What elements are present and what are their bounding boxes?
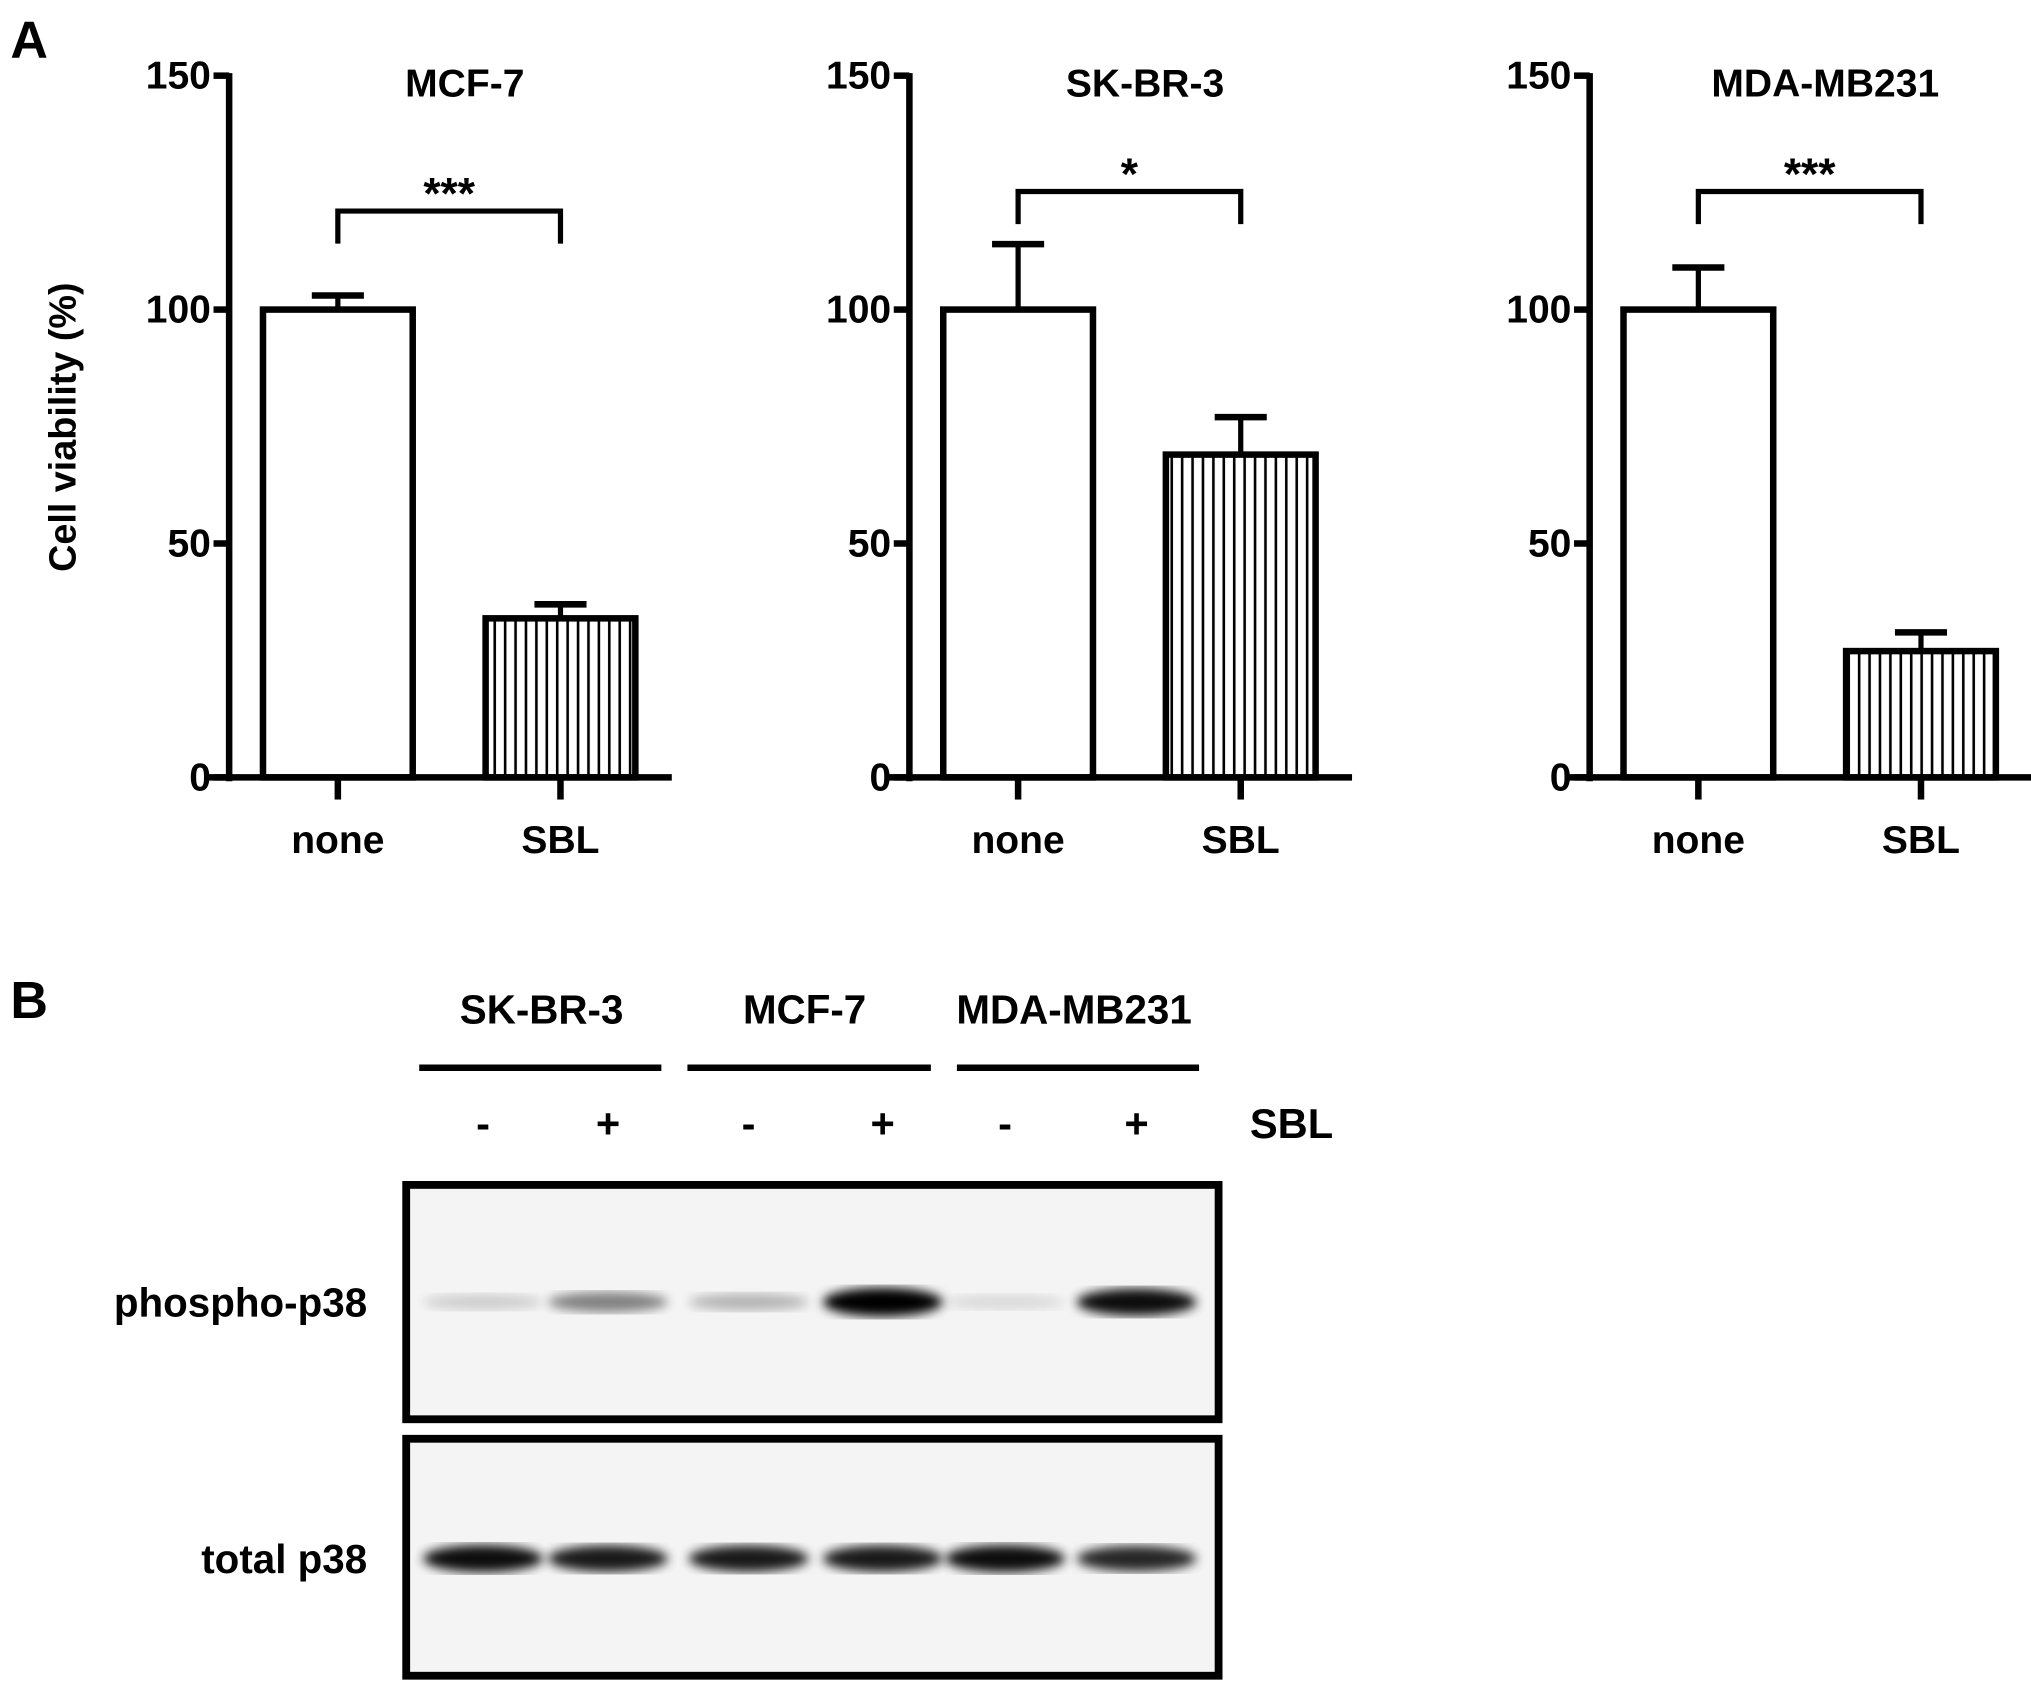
bar-none	[1620, 306, 1777, 781]
y-tick-label: 150	[1506, 55, 1571, 98]
bar-sbl	[1842, 647, 2000, 781]
treatment-label: SBL	[1250, 1100, 1333, 1147]
y-tick-label: 50	[848, 523, 891, 566]
chart-title: MCF-7	[405, 62, 524, 105]
y-tick-label: 100	[1506, 289, 1571, 332]
y-tick-label: 0	[1550, 756, 1572, 799]
y-tick-label: 50	[167, 523, 210, 566]
band	[688, 1293, 809, 1311]
blot-row-1: phospho-p38	[114, 1181, 1223, 1424]
row-label: total p38	[201, 1536, 367, 1582]
cell-line-label: MCF-7	[743, 986, 866, 1032]
y-tick-label: 100	[146, 289, 211, 332]
panel-label-a: A	[10, 11, 48, 69]
band	[423, 1545, 543, 1573]
chart-title: SK-BR-3	[1066, 62, 1224, 105]
x-tick-label: none	[1652, 819, 1745, 862]
blot-row-2: total p38	[201, 1434, 1223, 1680]
band	[945, 1294, 1065, 1310]
bar-sbl	[1162, 451, 1319, 781]
band	[548, 1292, 668, 1313]
cell-line-label: SK-BR-3	[460, 986, 624, 1032]
band	[822, 1545, 943, 1572]
bar-none	[939, 306, 1097, 781]
y-tick-label: 50	[1528, 523, 1571, 566]
x-tick-label: SBL	[1202, 819, 1280, 862]
significance-marker: *	[1121, 150, 1139, 199]
lane-sign: +	[1124, 1100, 1148, 1147]
x-tick-label: none	[971, 819, 1064, 862]
lane-sign: +	[871, 1100, 895, 1147]
y-tick-label: 150	[146, 55, 211, 98]
band	[1076, 1545, 1197, 1572]
significance-bracket	[1015, 188, 1244, 225]
chart-2: SK-BR-3 none SBL 0 50 100 150 *	[826, 55, 1353, 862]
lane-sign: -	[476, 1100, 490, 1147]
band	[423, 1294, 543, 1310]
y-tick-label: 0	[869, 756, 891, 799]
lane-sign: +	[596, 1100, 620, 1147]
lane-sign: -	[742, 1100, 756, 1147]
cell-line-label: MDA-MB231	[956, 986, 1191, 1032]
significance-marker: ***	[1784, 150, 1836, 199]
significance-bracket	[335, 208, 564, 244]
x-tick-label: SBL	[1882, 819, 1960, 862]
row-label: phospho-p38	[114, 1279, 367, 1325]
panel-label-b: B	[10, 972, 48, 1030]
x-tick-label: none	[291, 819, 384, 862]
lane-sign: -	[998, 1100, 1012, 1147]
band	[945, 1545, 1065, 1573]
chart-1: MCF-7 none SBL 0 50 100 150 ***	[146, 55, 672, 862]
chart-3: MDA-MB231 none SBL 0 50 100 150 ***	[1506, 55, 2031, 862]
y-tick-label: 150	[826, 55, 891, 98]
y-tick-label: 0	[189, 756, 211, 799]
band	[822, 1287, 943, 1317]
band	[1076, 1288, 1197, 1316]
significance-marker: ***	[423, 169, 475, 218]
chart-title: MDA-MB231	[1711, 62, 1939, 105]
bar-sbl	[482, 615, 639, 781]
band	[548, 1545, 668, 1572]
y-axis-label: Cell viability (%)	[42, 282, 84, 571]
significance-bracket	[1695, 188, 1924, 225]
x-tick-label: SBL	[521, 819, 599, 862]
y-tick-label: 100	[826, 289, 891, 332]
band	[688, 1545, 809, 1572]
bar-none	[259, 306, 416, 781]
